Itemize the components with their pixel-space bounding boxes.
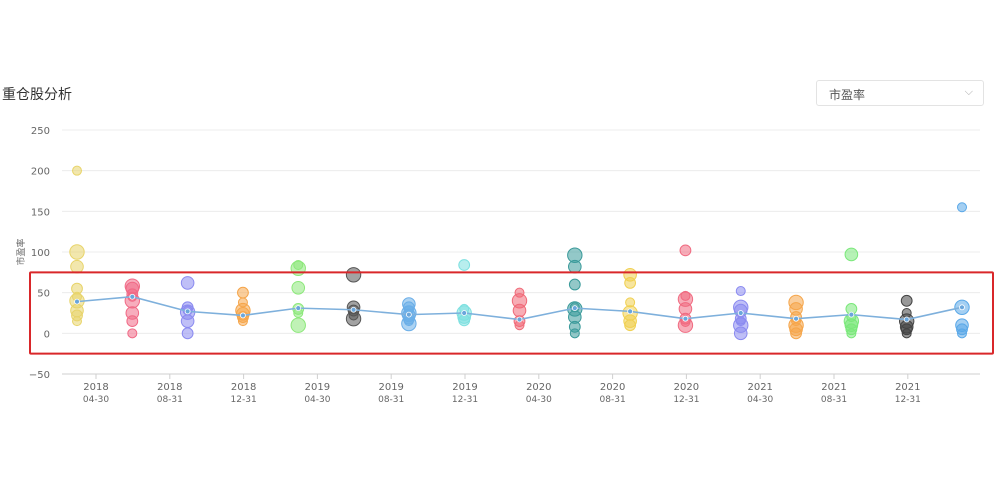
average-point (627, 308, 634, 315)
x-tick-label-date: 08-31 (600, 395, 626, 405)
scatter-point (180, 314, 195, 328)
x-tick-label-date: 04-30 (304, 395, 330, 405)
scatter-point (733, 326, 748, 341)
scatter-point (70, 259, 84, 274)
scatter-point (568, 278, 581, 291)
x-tick-label-date: 12-31 (231, 395, 257, 405)
y-tick-label: 0 (44, 329, 50, 340)
x-tick-label-year: 2019 (452, 382, 477, 393)
x-tick-label-date: 12-31 (452, 395, 478, 405)
x-tick-label-year: 2019 (378, 382, 403, 393)
x-tick-label-year: 2020 (526, 382, 551, 393)
scatter-point (72, 165, 82, 176)
scatter-point (568, 259, 582, 274)
average-point (350, 306, 357, 313)
y-tick-label: −50 (29, 370, 50, 381)
average-point (74, 298, 80, 305)
scatter-point (290, 317, 306, 333)
y-axis-label: 市盈率 (15, 238, 27, 265)
x-tick-label-year: 2018 (157, 382, 182, 393)
x-tick-label-year: 2021 (821, 382, 846, 393)
scatter-point (844, 247, 859, 262)
average-point (793, 315, 799, 322)
x-tick-label-date: 12-31 (895, 395, 921, 405)
scatter-point (790, 327, 802, 340)
scatter-point (846, 328, 857, 339)
scatter-point (735, 286, 746, 297)
average-point (959, 304, 965, 311)
scatter-point (72, 316, 82, 327)
x-tick-label-year: 2019 (305, 382, 330, 393)
scatter-point (957, 328, 967, 339)
x-tick-label-year: 2020 (600, 382, 625, 393)
y-tick-label: 200 (31, 167, 50, 178)
average-point (848, 311, 855, 318)
average-point (737, 310, 744, 316)
scatter-point (512, 303, 527, 318)
x-tick-label-year: 2021 (747, 382, 772, 393)
scatter-point (679, 244, 692, 257)
highlight-box (29, 271, 994, 355)
x-tick-label-date: 12-31 (673, 395, 699, 405)
average-point (516, 316, 523, 323)
average-point (184, 308, 191, 315)
scatter-point (69, 244, 85, 260)
x-tick-label-date: 08-31 (157, 395, 183, 405)
scatter-point (624, 319, 637, 332)
x-tick-label-date: 04-30 (526, 395, 552, 405)
scatter-point (458, 259, 471, 271)
scatter-point (127, 328, 138, 339)
scatter-point (291, 280, 306, 295)
x-tick-label-year: 2021 (895, 382, 920, 393)
x-tick-label-date: 04-30 (747, 395, 773, 405)
scatter-point (237, 286, 249, 299)
scatter-point (458, 314, 471, 327)
scatter-point (126, 315, 139, 328)
y-tick-label: 150 (31, 207, 50, 218)
y-tick-label: 50 (37, 289, 50, 300)
scatter-point (345, 310, 362, 327)
x-tick-label-date: 04-30 (83, 395, 109, 405)
average-point (405, 311, 412, 318)
average-point (461, 310, 468, 316)
scatter-point (900, 294, 913, 307)
chevron-down-icon: ⌵ (964, 85, 973, 98)
x-tick-label-year: 2018 (83, 382, 108, 393)
average-point (903, 316, 910, 323)
scatter-point (401, 315, 417, 332)
scatter-point (181, 327, 194, 340)
y-tick-label: 250 (31, 126, 50, 137)
average-point (682, 315, 689, 322)
scatter-point (957, 202, 967, 213)
page-title: 重仓股分析 (2, 87, 72, 103)
scatter-point (901, 328, 912, 339)
x-tick-label-year: 2020 (674, 382, 699, 393)
scatter-point (180, 276, 195, 290)
x-tick-label-date: 08-31 (821, 395, 847, 405)
average-point (240, 312, 246, 319)
scatter-point (569, 328, 580, 339)
average-point (129, 293, 136, 300)
x-tick-label-year: 2018 (231, 382, 256, 393)
scatter-point (624, 277, 637, 289)
y-tick-label: 100 (31, 248, 50, 259)
scatter-point (345, 267, 362, 283)
metric-select-value: 市盈率 (829, 88, 866, 102)
average-point (571, 305, 578, 312)
average-point (295, 305, 302, 312)
x-tick-label-date: 08-31 (378, 395, 404, 405)
metric-select[interactable]: 市盈率 ⌵ (816, 80, 984, 106)
